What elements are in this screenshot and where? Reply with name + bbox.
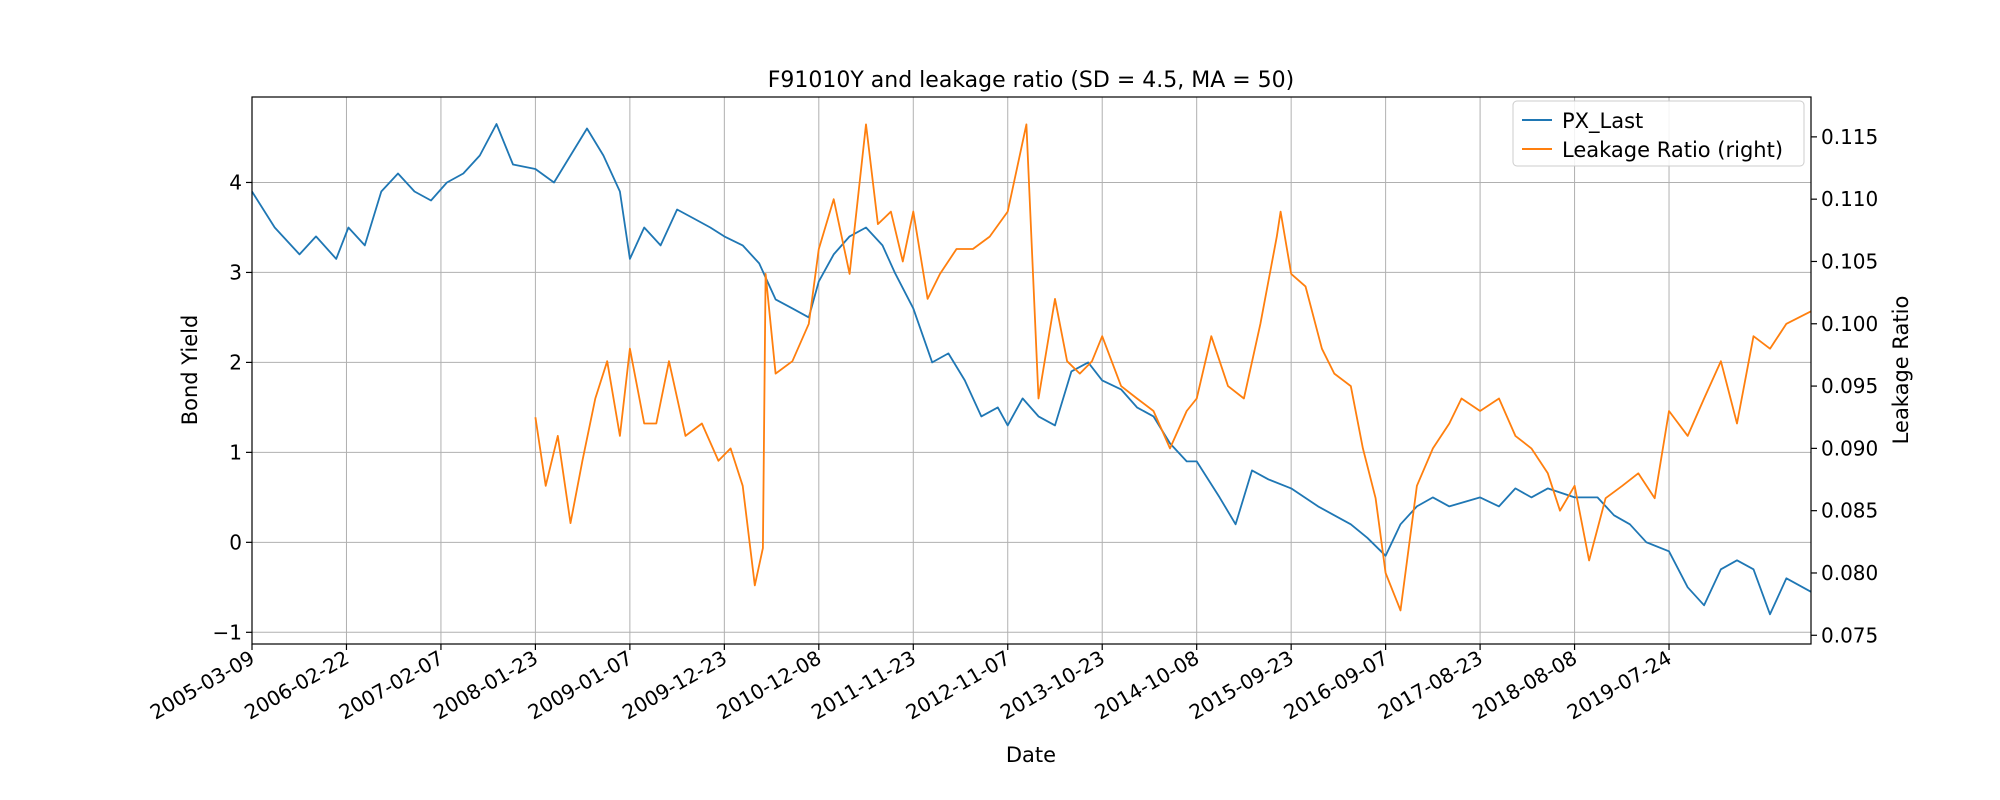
y-tick-label-right: 0.105 — [1821, 249, 1878, 273]
legend-label-leakage-ratio: Leakage Ratio (right) — [1562, 138, 1783, 162]
y-axis-left: −1 0 1 2 3 4 — [213, 170, 252, 644]
y-tick-label-right: 0.090 — [1821, 436, 1878, 460]
y-tick-label-right: 0.115 — [1821, 125, 1878, 149]
y-tick-label-right: 0.075 — [1821, 623, 1878, 647]
y-tick-label-left: 4 — [229, 170, 242, 194]
x-axis-label: Date — [1006, 743, 1056, 767]
y-tick-label-left: 2 — [229, 350, 242, 374]
y-tick-label-left: 3 — [229, 260, 242, 284]
legend: PX_Last Leakage Ratio (right) — [1512, 100, 1805, 167]
chart-title: F91010Y and leakage ratio (SD = 4.5, MA … — [768, 68, 1295, 93]
plot-frame — [251, 96, 1812, 645]
y-tick-label-left: 0 — [229, 530, 242, 554]
y-axis-right: 0.075 0.080 0.085 0.090 0.095 0.100 0.105 0.110… — [1811, 125, 1878, 647]
y-tick-label-right: 0.080 — [1821, 561, 1878, 585]
y-tick-label-right: 0.110 — [1821, 187, 1878, 211]
plot-lines — [251, 123, 1812, 616]
y-axis-label-right: Leakage Ratio — [1889, 296, 1913, 445]
y-tick-label-left: 1 — [229, 440, 242, 464]
y-tick-label-right: 0.085 — [1821, 499, 1878, 523]
y-tick-label-right: 0.100 — [1821, 312, 1878, 336]
y-axis-label-left: Bond Yield — [178, 315, 202, 426]
legend-box — [1512, 100, 1805, 167]
legend-label-px-last: PX_Last — [1562, 109, 1643, 134]
y-tick-label-left: −1 — [213, 620, 242, 644]
series-line-leakage-ratio-right — [534, 123, 1812, 612]
series-line-px-last — [251, 123, 1812, 616]
y-tick-label-right: 0.095 — [1821, 374, 1878, 398]
